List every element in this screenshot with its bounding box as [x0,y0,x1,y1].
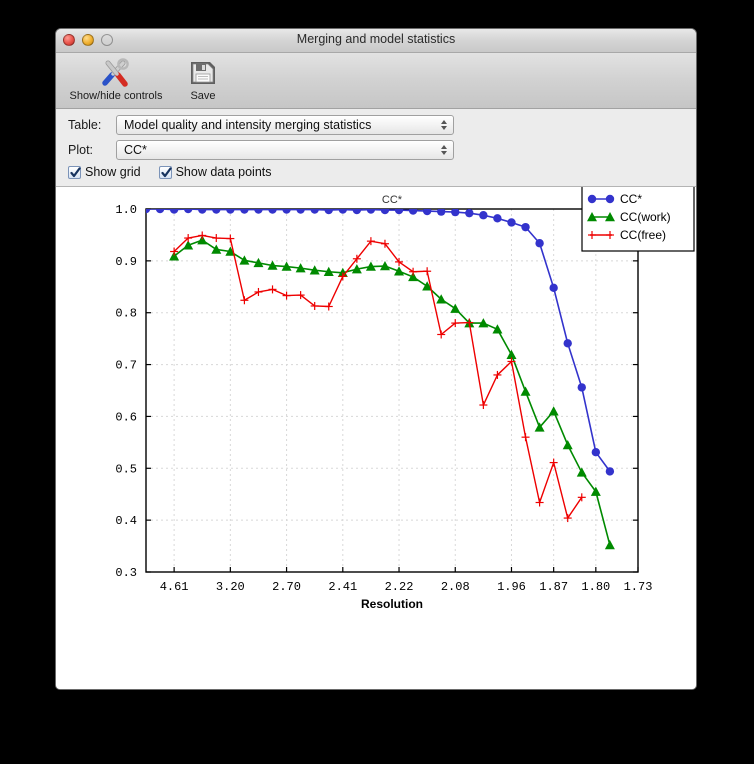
chart-title: CC* [382,194,403,206]
svg-text:1.80: 1.80 [581,580,610,594]
svg-text:0.4: 0.4 [115,514,137,528]
svg-text:2.08: 2.08 [441,580,470,594]
chart-xlabel: Resolution [361,597,423,611]
svg-text:CC(free): CC(free) [620,228,666,242]
checkbox-row: Show grid Show data points [68,165,684,179]
svg-text:0.3: 0.3 [115,566,137,580]
chevron-updown-icon [439,141,448,159]
svg-text:CC(work): CC(work) [620,210,671,224]
svg-text:1.87: 1.87 [539,580,568,594]
title-bar: Merging and model statistics [56,29,696,53]
svg-text:1.96: 1.96 [497,580,526,594]
plot-row: Plot: CC* [68,140,684,160]
chart-legend: CC* CC(work) CC(free) [581,187,695,252]
svg-text:1.73: 1.73 [624,580,653,594]
table-select[interactable]: Model quality and intensity merging stat… [116,115,454,135]
checkmark-icon [158,165,172,179]
svg-text:4.61: 4.61 [160,580,189,594]
close-button[interactable] [63,34,75,46]
window-title: Merging and model statistics [296,32,456,46]
plot-area: 0.3 0.4 0.5 0.6 0.7 0.8 0.9 1.0 4.61 3.20 2.70 2.41… [56,187,696,689]
floppy-disk-icon [188,56,218,89]
application-window: Merging and model statistics [55,28,697,690]
svg-text:1.0: 1.0 [115,203,137,217]
save-label: Save [190,90,216,102]
svg-text:0.8: 0.8 [115,307,137,321]
minimize-button[interactable] [82,34,94,46]
show-hide-controls-button[interactable]: Show/hide controls [68,56,164,102]
svg-text:0.5: 0.5 [115,462,137,476]
controls-panel: Table: Model quality and intensity mergi… [56,109,696,187]
svg-text:0.9: 0.9 [115,255,137,269]
svg-text:0.7: 0.7 [115,359,137,373]
chart-canvas[interactable]: 0.3 0.4 0.5 0.6 0.7 0.8 0.9 1.0 4.61 3.20 2.70 2.41… [56,187,696,667]
plot-select-value: CC* [124,143,147,157]
show-hide-controls-label: Show/hide controls [69,90,163,102]
svg-text:CC*: CC* [620,192,642,206]
plot-label: Plot: [68,143,94,157]
svg-text:2.41: 2.41 [328,580,357,594]
show-data-points-checkbox[interactable]: Show data points [158,165,272,179]
checkmark-icon [68,165,81,179]
svg-text:2.22: 2.22 [385,580,414,594]
show-data-points-label: Show data points [175,165,272,179]
plot-select[interactable]: CC* [116,140,454,160]
svg-text:0.6: 0.6 [115,410,137,424]
show-grid-checkbox[interactable]: Show grid [68,165,141,179]
zoom-button[interactable] [101,34,113,46]
tools-icon [99,56,133,89]
svg-text:3.20: 3.20 [216,580,245,594]
chevron-updown-icon [439,116,448,134]
svg-text:2.70: 2.70 [272,580,301,594]
table-select-value: Model quality and intensity merging stat… [124,118,372,132]
chart-ticklabels: 0.3 0.4 0.5 0.6 0.7 0.8 0.9 1.0 4.61 3.20 2.70 2.41… [115,203,652,594]
show-grid-label: Show grid [85,165,141,179]
table-label: Table: [68,118,102,132]
save-button[interactable]: Save [174,56,232,102]
toolbar: Show/hide controls Save [56,53,696,109]
table-row: Table: Model quality and intensity mergi… [68,115,684,135]
window-controls [63,34,113,46]
chart-series [146,209,615,550]
